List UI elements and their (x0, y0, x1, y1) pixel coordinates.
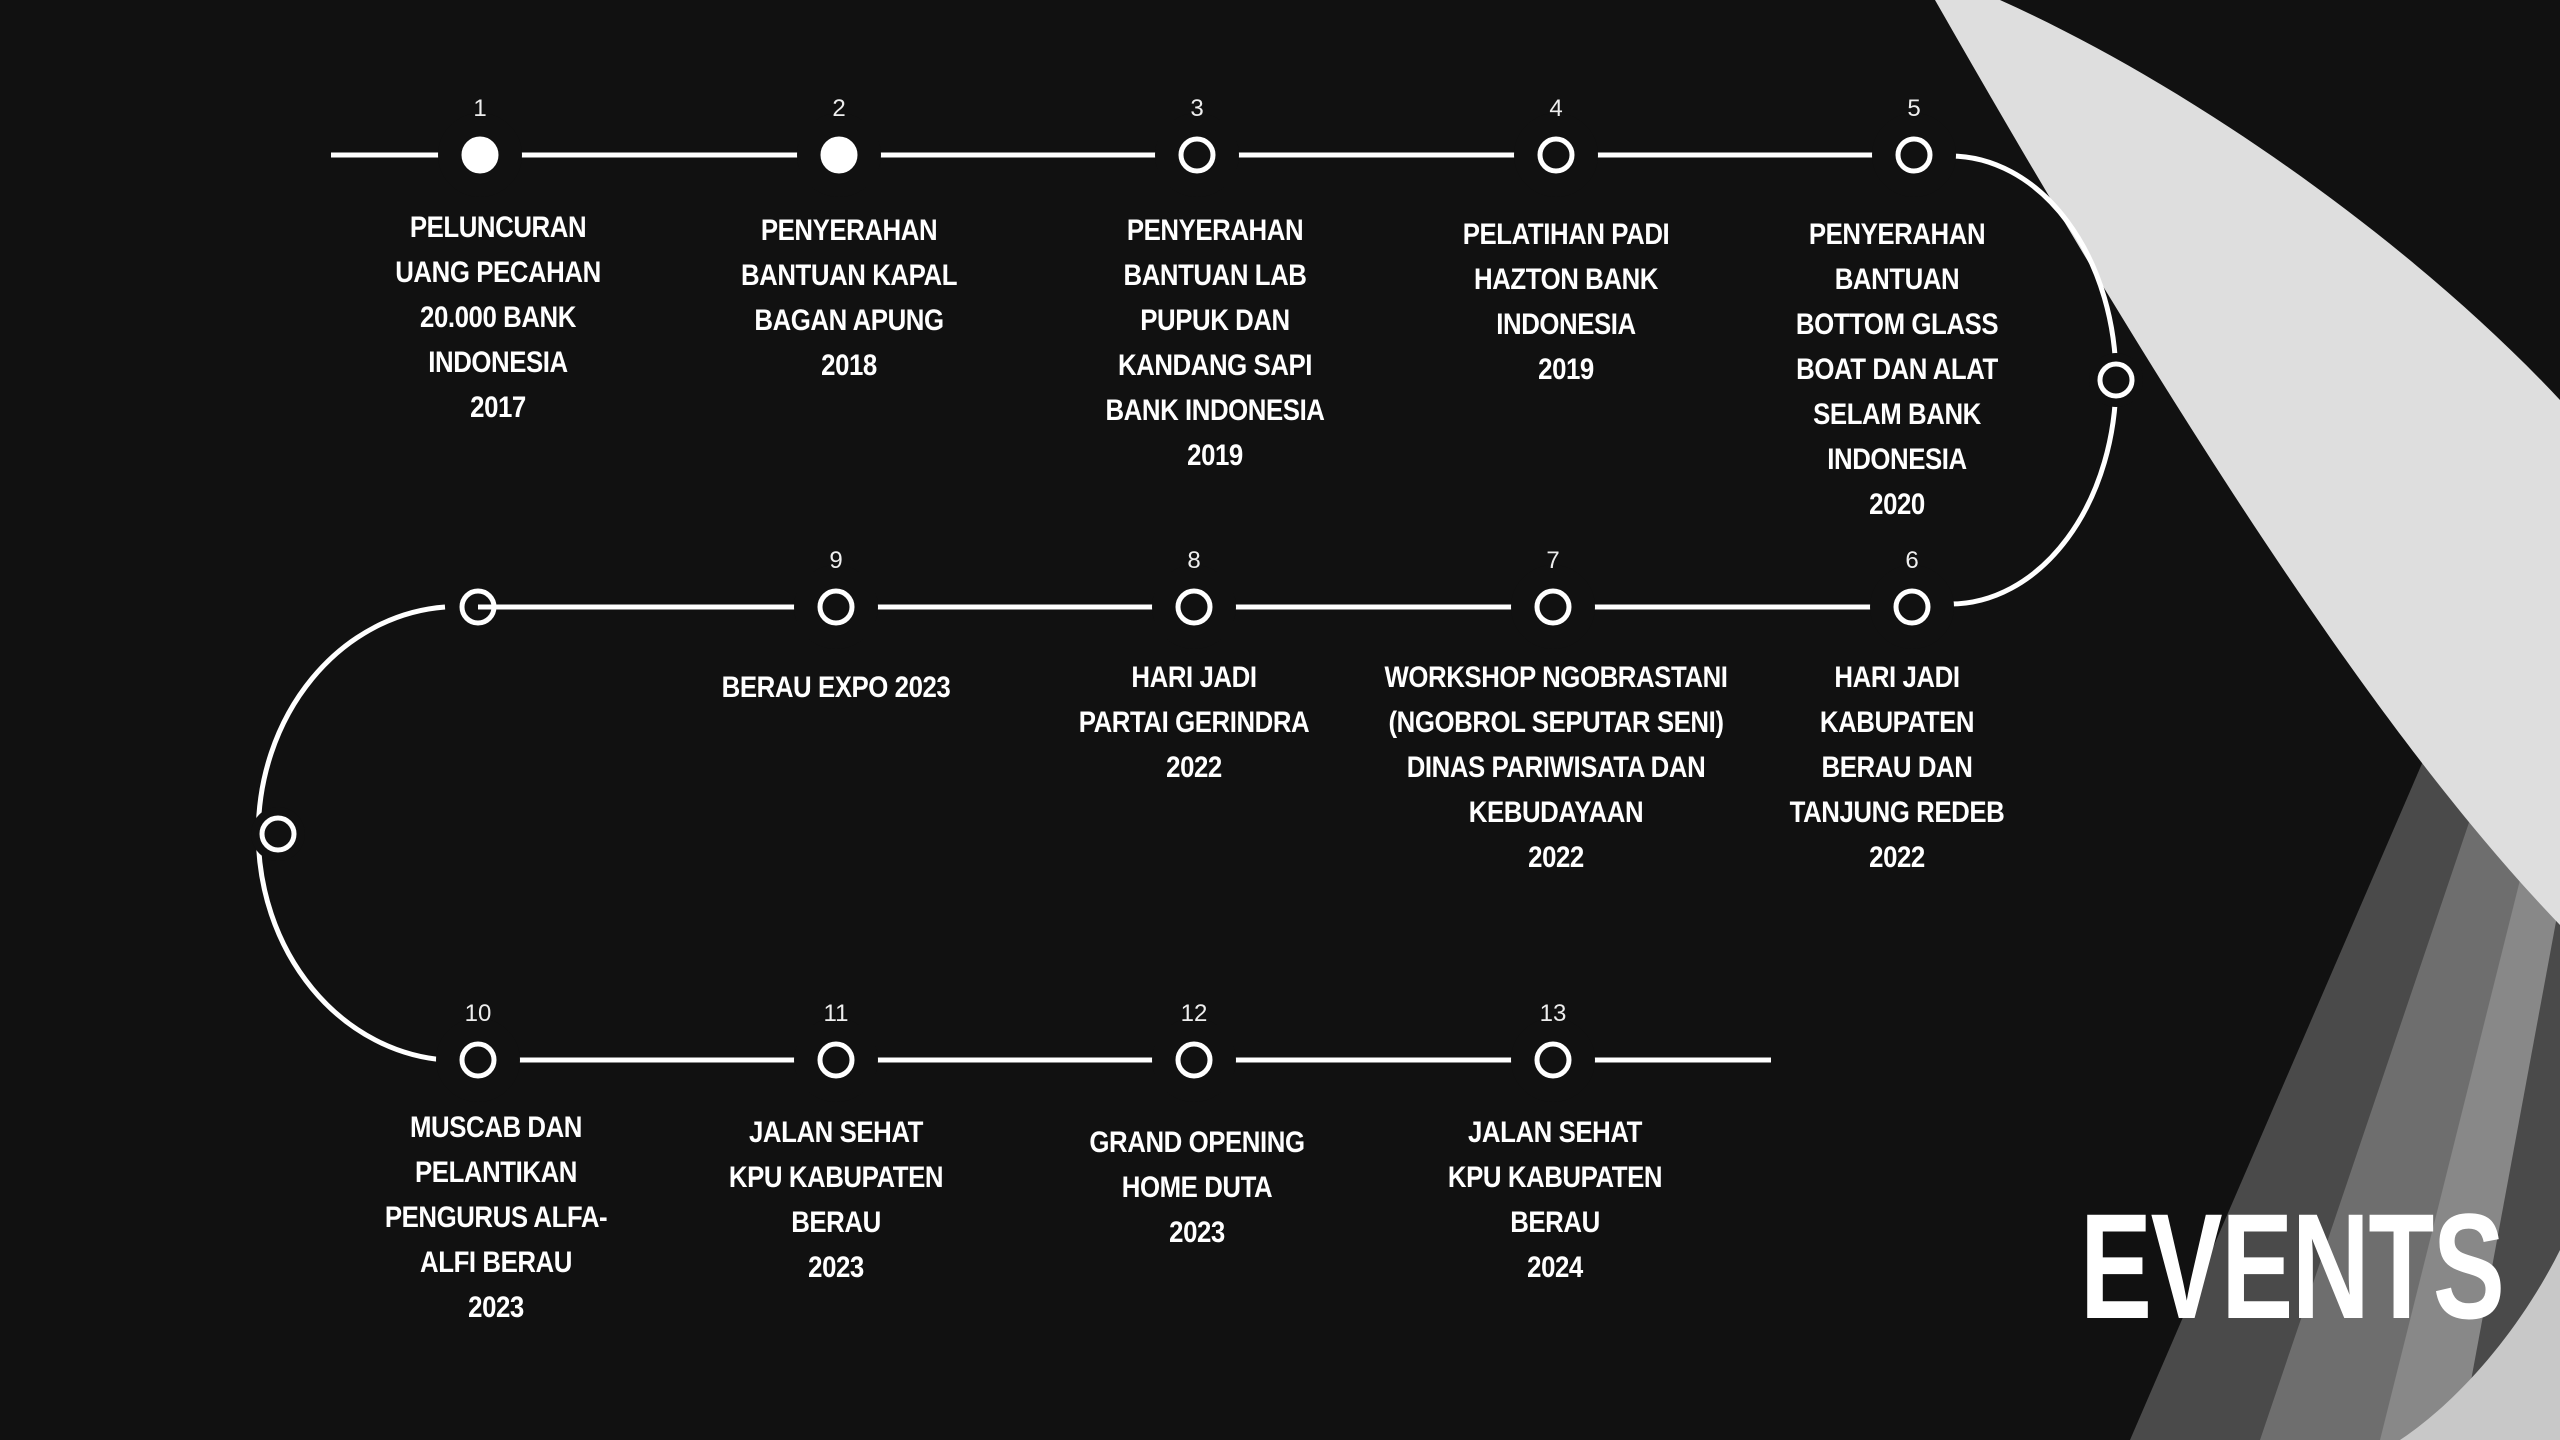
node-gap (1511, 1018, 1595, 1102)
timeline-node-7 (1534, 588, 1572, 626)
event-number: 12 (1180, 1000, 1208, 1027)
timeline-node-13 (1534, 1041, 1572, 1079)
event-number: 3 (1190, 95, 1204, 122)
event-number: 4 (1549, 95, 1563, 122)
event-label: PENYERAHAN BANTUAN KAPAL BAGAN APUNG 201… (740, 214, 958, 382)
timeline-node-8 (1175, 588, 1213, 626)
event-number: 6 (1905, 547, 1919, 574)
timeline-node-10 (459, 1041, 497, 1079)
timeline-node (259, 815, 297, 853)
event-number: 9 (829, 547, 843, 574)
node-gap (1152, 1018, 1236, 1102)
event-label: PENYERAHAN BANTUAN LAB PUPUK DAN KANDANG… (1105, 214, 1325, 472)
event-label: MUSCAB DAN PELANTIKAN PENGURUS ALFA- ALF… (384, 1111, 608, 1324)
curl-highlight (2400, 1250, 2560, 1440)
timeline-node-9 (817, 588, 855, 626)
event-number: 13 (1539, 1000, 1567, 1027)
node-gap (794, 565, 878, 649)
event-label: PELUNCURAN UANG PECAHAN 20.000 BANK INDO… (395, 211, 601, 424)
node-gap (1870, 565, 1954, 649)
event-label: BERAU EXPO 2023 (721, 671, 951, 704)
event-label: PELATIHAN PADI HAZTON BANK INDONESIA 201… (1462, 218, 1670, 386)
timeline-node-1 (461, 136, 499, 174)
node-gap (251, 807, 305, 861)
events-title: EVENTS (2080, 1182, 2505, 1350)
event-label: PENYERAHAN BANTUAN BOTTOM GLASS BOAT DAN… (1795, 218, 1999, 521)
event-label: HARI JADI PARTAI GERINDRA 2022 (1078, 661, 1310, 784)
timeline-node-5 (1895, 136, 1933, 174)
event-label: WORKSHOP NGOBRASTANI (NGOBROL SEPUTAR SE… (1384, 661, 1728, 874)
event-number: 8 (1187, 547, 1201, 574)
event-number: 7 (1546, 547, 1560, 574)
node-gap (1872, 113, 1956, 197)
gray-streaks-lighter (2380, 880, 2560, 1440)
event-label: GRAND OPENING HOME DUTA 2023 (1089, 1126, 1305, 1249)
timeline-node-11 (817, 1041, 855, 1079)
event-label: JALAN SEHAT KPU KABUPATEN BERAU 2024 (1447, 1116, 1663, 1284)
node-gap (2089, 353, 2143, 407)
event-label: HARI JADI KABUPATEN BERAU DAN TANJUNG RE… (1789, 661, 2005, 874)
timeline-node-12 (1175, 1041, 1213, 1079)
event-number: 5 (1907, 95, 1921, 122)
timeline-node (2097, 361, 2135, 399)
timeline-node (459, 588, 497, 626)
node-gap (1514, 113, 1598, 197)
timeline-node-3 (1178, 136, 1216, 174)
event-label: JALAN SEHAT KPU KABUPATEN BERAU 2023 (728, 1116, 944, 1284)
node-gap (1155, 113, 1239, 197)
event-number: 11 (823, 1000, 849, 1027)
node-gap (1152, 565, 1236, 649)
timeline-node-2 (820, 136, 858, 174)
event-number: 1 (473, 95, 487, 122)
node-gap (794, 1018, 878, 1102)
event-number: 10 (464, 1000, 492, 1027)
timeline-node-4 (1537, 136, 1575, 174)
node-gap (1511, 565, 1595, 649)
node-gap (436, 1018, 520, 1102)
white-curve-band (1935, 0, 2560, 925)
timeline-node-6 (1893, 588, 1931, 626)
event-number: 2 (832, 95, 846, 122)
gray-streaks-light (2260, 790, 2560, 1440)
